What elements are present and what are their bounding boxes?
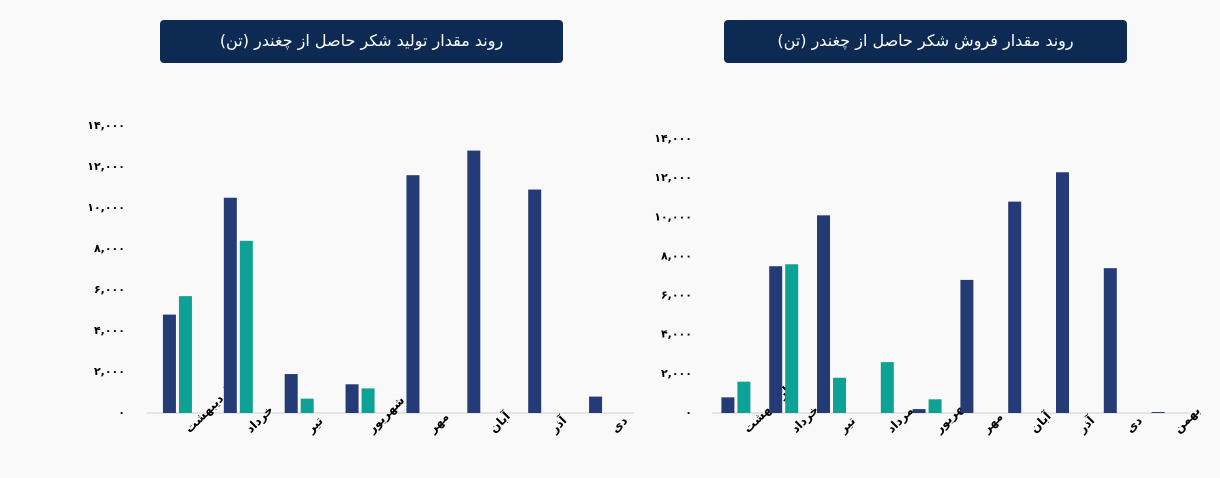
y-tick-label: ۲,۰۰۰ bbox=[661, 367, 692, 380]
y-tick-label: ۱۴,۰۰۰ bbox=[654, 132, 692, 145]
bar bbox=[178, 296, 192, 413]
y-tick-label: ۱۴,۰۰۰ bbox=[87, 119, 125, 132]
bar bbox=[528, 189, 542, 413]
y-tick-label: ۱۰,۰۰۰ bbox=[87, 201, 125, 214]
x-tick-label: آذر bbox=[1074, 412, 1098, 436]
bar bbox=[833, 377, 846, 413]
x-tick-label: مهر bbox=[979, 410, 1006, 437]
title-box bbox=[724, 20, 1127, 63]
bar bbox=[345, 384, 359, 413]
y-tick-label: ۶,۰۰۰ bbox=[94, 283, 125, 296]
x-tick-label: آبان bbox=[486, 408, 514, 436]
bar bbox=[239, 240, 253, 413]
bar bbox=[817, 215, 830, 413]
bar bbox=[1008, 201, 1022, 413]
bar bbox=[769, 266, 783, 413]
bar bbox=[928, 399, 942, 413]
y-tick-label: ۶,۰۰۰ bbox=[661, 289, 692, 302]
chart-title: روند مقدار فروش شکر حاصل از چغندر (تن) bbox=[777, 31, 1073, 51]
x-tick-label: آبان bbox=[1027, 408, 1055, 436]
x-tick-label: بهمن bbox=[1171, 404, 1203, 436]
y-tick-label: ۸,۰۰۰ bbox=[94, 242, 125, 255]
y-tick-label: ۰ bbox=[685, 406, 692, 419]
chart-title: روند مقدار تولید شکر حاصل از چغندر (تن) bbox=[220, 31, 503, 51]
y-tick-label: ۰ bbox=[118, 406, 125, 419]
bar bbox=[880, 362, 894, 413]
y-tick-label: ۴,۰۰۰ bbox=[661, 328, 692, 341]
bar bbox=[1056, 172, 1069, 413]
x-tick-label: دی bbox=[1123, 414, 1145, 436]
bar bbox=[284, 374, 298, 413]
bar bbox=[467, 150, 481, 413]
bar bbox=[1103, 268, 1117, 413]
y-tick-label: ۴,۰۰۰ bbox=[94, 324, 125, 337]
title-box bbox=[160, 20, 563, 63]
y-tick-label: ۲,۰۰۰ bbox=[94, 365, 125, 378]
y-tick-label: ۱۰,۰۰۰ bbox=[654, 210, 692, 223]
bar bbox=[406, 175, 420, 413]
bar bbox=[162, 314, 176, 413]
x-tick-label: آذر bbox=[546, 412, 570, 436]
bar bbox=[1151, 412, 1165, 413]
bar bbox=[721, 397, 735, 413]
x-tick-label: تیر bbox=[303, 414, 326, 437]
x-tick-label: تیر bbox=[835, 414, 858, 437]
bar bbox=[589, 396, 603, 413]
bar bbox=[737, 381, 751, 413]
x-tick-label: دی bbox=[608, 414, 630, 436]
bar bbox=[300, 398, 314, 413]
bar bbox=[361, 388, 375, 413]
y-tick-label: ۱۲,۰۰۰ bbox=[87, 160, 125, 173]
bar bbox=[785, 264, 799, 413]
y-tick-label: ۸,۰۰۰ bbox=[661, 249, 692, 262]
y-tick-label: ۱۲,۰۰۰ bbox=[654, 171, 692, 184]
bar bbox=[223, 197, 237, 413]
x-tick-label: مهر bbox=[425, 410, 452, 437]
bar bbox=[960, 279, 974, 413]
bar bbox=[912, 409, 926, 413]
